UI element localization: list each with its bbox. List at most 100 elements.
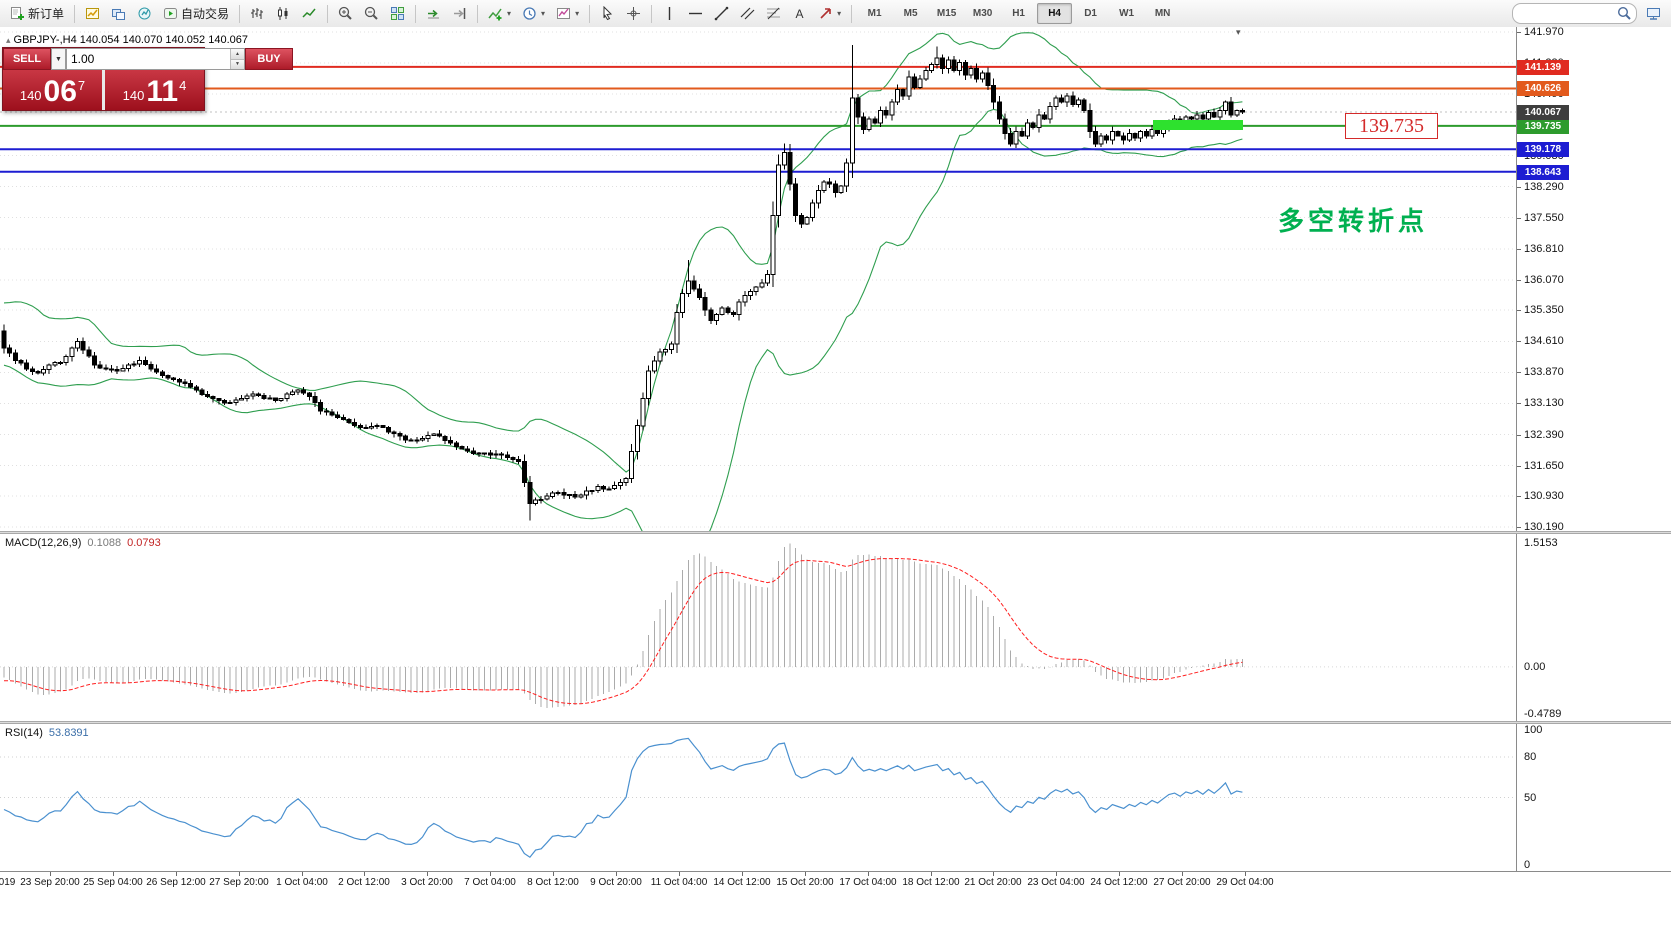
timeframe-d1-button[interactable]: D1 — [1084, 8, 1097, 19]
macd-chart-svg — [0, 543, 1516, 708]
market-watch-icon — [137, 6, 152, 21]
time-axis-tick — [50, 872, 51, 876]
timeframe-m30-button[interactable]: M30 — [972, 8, 993, 19]
price-tick-label: 133.870 — [1524, 366, 1564, 378]
vertical-line-button[interactable] — [657, 0, 682, 28]
search-box[interactable] — [1512, 3, 1637, 24]
chart-workspace: 139.735 多空转折点 ▴ GBPJPY-,H4 140.054 140.070… — [0, 26, 1671, 951]
templates-button[interactable]: ▾ — [551, 0, 584, 28]
highlight-segment[interactable] — [1153, 120, 1243, 130]
time-tick-label: 20 Sep 2019 — [0, 877, 16, 888]
sell-price-display[interactable]: 140 06 7 — [3, 70, 102, 110]
new-chart-button[interactable] — [80, 0, 105, 28]
time-axis-tick — [1119, 872, 1120, 876]
timeframe-w1-button[interactable]: W1 — [1119, 8, 1135, 19]
chevron-down-icon: ▾ — [837, 9, 842, 18]
timeframe-h1-button[interactable]: H1 — [1012, 8, 1025, 19]
price-tick-label: 141.970 — [1524, 26, 1564, 38]
time-axis-tick — [931, 872, 932, 876]
time-axis-tick — [805, 872, 806, 876]
candlestick-icon — [276, 6, 291, 21]
profiles-button[interactable] — [106, 0, 131, 28]
time-tick-label: 17 Oct 04:00 — [839, 877, 897, 888]
channel-button[interactable] — [735, 0, 760, 28]
new-order-button[interactable]: 新订单 — [5, 0, 69, 28]
timeframe-h4-button[interactable]: H4 — [1037, 3, 1073, 24]
macd-signal-value: 0.0793 — [127, 537, 161, 549]
time-axis-tick — [239, 872, 240, 876]
axis-tick — [1517, 218, 1521, 219]
chevron-down-icon: ▾ — [541, 9, 546, 18]
price-tick-label: 138.290 — [1524, 181, 1564, 193]
axis-tick — [1517, 32, 1521, 33]
horizontal-line-button[interactable] — [683, 0, 708, 28]
volume-stepper[interactable]: ▲ ▼ — [230, 49, 244, 69]
zoom-out-button[interactable] — [359, 0, 384, 28]
zoom-in-button[interactable] — [333, 0, 358, 28]
trendline-button[interactable] — [709, 0, 734, 28]
bollinger-lower-band[interactable] — [3, 108, 1243, 531]
time-axis-tick — [1056, 872, 1057, 876]
line-chart-button[interactable] — [297, 0, 322, 28]
buy-price-display[interactable]: 140 11 4 — [105, 70, 204, 110]
pane-splitter[interactable] — [0, 721, 1671, 724]
time-tick-label: 27 Oct 20:00 — [1153, 877, 1211, 888]
timeframe-mn-button[interactable]: MN — [1154, 8, 1171, 19]
autotrading-button-label: 自动交易 — [181, 7, 230, 21]
arrows-button[interactable]: ▾ — [813, 0, 846, 28]
chart-shift-button[interactable] — [447, 0, 472, 28]
autotrading-button[interactable]: 自动交易 — [158, 0, 234, 28]
timeframe-m1-button[interactable]: M1 — [867, 8, 882, 19]
axis-tick — [1517, 280, 1521, 281]
bar-chart-button[interactable] — [245, 0, 270, 28]
toolbar-separator — [589, 4, 591, 23]
periods-button[interactable]: ▾ — [517, 0, 550, 28]
line-chart-icon — [302, 6, 317, 21]
candles — [1, 45, 1245, 521]
buy-button[interactable]: BUY — [245, 48, 293, 70]
timeframe-m15-button[interactable]: M15 — [936, 8, 957, 19]
window-button[interactable] — [1641, 0, 1666, 28]
price-tick-label: 136.070 — [1524, 274, 1564, 286]
macd-pane[interactable]: MACD(12,26,9) 0.1088 0.0793 — [0, 534, 1516, 721]
auto-scroll-button[interactable] — [421, 0, 446, 28]
price-pane[interactable]: 139.735 多空转折点 ▴ GBPJPY-,H4 140.054 140.070… — [0, 27, 1516, 531]
trendline-icon — [714, 6, 729, 21]
trade-options-dropdown[interactable]: ▼ — [51, 48, 66, 70]
price-tag-139.178: 139.178 — [1517, 142, 1569, 157]
rsi-title: RSI(14) — [5, 727, 43, 739]
market-watch-button[interactable] — [132, 0, 157, 28]
indicators-button[interactable]: ▾ — [483, 0, 516, 28]
fibonacci-button[interactable] — [761, 0, 786, 28]
axis-tick — [1517, 249, 1521, 250]
candlestick-chart-button[interactable] — [271, 0, 296, 28]
axis-tick — [1517, 187, 1521, 188]
chart-text-annotation[interactable]: 多空转折点 — [1278, 206, 1429, 236]
stepper-up-icon[interactable]: ▲ — [231, 49, 244, 60]
sell-button[interactable]: SELL — [3, 48, 51, 70]
time-axis-tick — [364, 872, 365, 876]
crosshair-button[interactable] — [621, 0, 646, 28]
pane-splitter[interactable] — [0, 531, 1671, 534]
new-order-button-label: 新订单 — [28, 7, 65, 21]
tile-windows-button[interactable] — [385, 0, 410, 28]
volume-input[interactable] — [67, 49, 230, 69]
rsi-tick-label: 0 — [1524, 859, 1531, 871]
svg-text:A: A — [796, 7, 804, 21]
bollinger-upper-band[interactable] — [3, 32, 1243, 473]
timeframe-m5-button[interactable]: M5 — [903, 8, 918, 19]
price-callout-label[interactable]: 139.735 — [1345, 113, 1438, 139]
cursor-button[interactable] — [595, 0, 620, 28]
symbol-marker-icon: ▴ — [6, 35, 11, 45]
time-axis-tick — [616, 872, 617, 876]
text-button[interactable]: A — [787, 0, 812, 28]
search-input[interactable] — [1521, 6, 1617, 21]
time-axis-tick — [679, 872, 680, 876]
price-axis[interactable]: 141.970141.230140.490139.750139.030138.2… — [1516, 26, 1671, 871]
toolbar: 新订单 自动交易 ▾ ▾ ▾ A ▾ M1 M5 M15 M30 H1 H4 D1 W1 MN — [0, 0, 1671, 28]
rsi-tick-label: 80 — [1524, 751, 1537, 763]
rsi-pane[interactable]: RSI(14) 53.8391 — [0, 724, 1516, 871]
stepper-down-icon[interactable]: ▼ — [231, 59, 244, 69]
search-icon — [1617, 6, 1632, 21]
